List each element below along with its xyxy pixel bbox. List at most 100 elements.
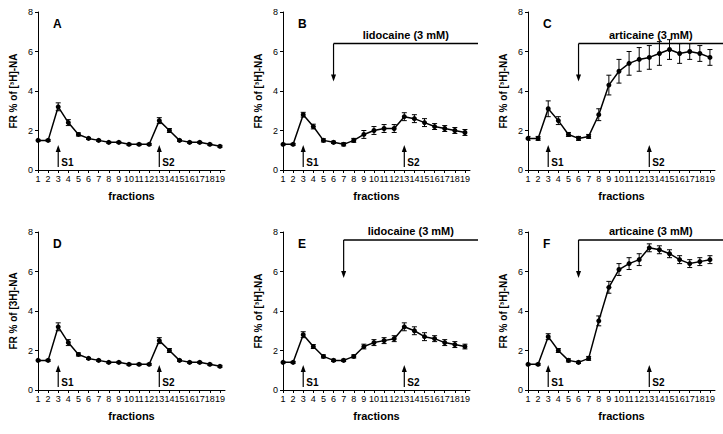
svg-text:0: 0: [518, 165, 523, 175]
svg-text:4: 4: [66, 394, 71, 404]
svg-text:10: 10: [614, 394, 624, 404]
svg-text:FR % of [³H]-NA: FR % of [³H]-NA: [253, 54, 264, 129]
svg-text:8: 8: [106, 174, 111, 184]
svg-text:7: 7: [96, 174, 101, 184]
svg-text:1: 1: [35, 394, 40, 404]
svg-text:15: 15: [420, 394, 430, 404]
svg-text:7: 7: [586, 394, 591, 404]
svg-text:2: 2: [536, 174, 541, 184]
svg-text:15: 15: [175, 174, 185, 184]
svg-text:5: 5: [321, 394, 326, 404]
svg-text:3: 3: [56, 174, 61, 184]
svg-text:19: 19: [460, 394, 470, 404]
svg-text:S2: S2: [162, 157, 175, 168]
svg-text:15: 15: [665, 394, 675, 404]
svg-text:FR % of [³H]-NA: FR % of [³H]-NA: [8, 54, 19, 129]
svg-text:8: 8: [518, 7, 523, 17]
svg-text:10: 10: [614, 174, 624, 184]
svg-text:fractions: fractions: [598, 410, 644, 422]
svg-text:4: 4: [518, 306, 523, 316]
svg-text:17: 17: [440, 394, 450, 404]
svg-text:12: 12: [389, 174, 399, 184]
svg-text:9: 9: [116, 174, 121, 184]
svg-text:16: 16: [430, 174, 440, 184]
svg-text:6: 6: [28, 267, 33, 277]
svg-text:1: 1: [525, 174, 530, 184]
svg-text:18: 18: [695, 174, 705, 184]
svg-text:A: A: [53, 17, 62, 31]
svg-text:14: 14: [409, 394, 419, 404]
svg-text:8: 8: [273, 7, 278, 17]
svg-text:S2: S2: [162, 377, 175, 388]
svg-text:0: 0: [28, 385, 33, 395]
svg-text:15: 15: [175, 394, 185, 404]
svg-text:8: 8: [28, 7, 33, 17]
svg-text:2: 2: [518, 346, 523, 356]
svg-text:1: 1: [35, 174, 40, 184]
svg-text:lidocaine (3 mM): lidocaine (3 mM): [368, 225, 455, 237]
svg-text:6: 6: [576, 394, 581, 404]
svg-text:14: 14: [654, 174, 664, 184]
svg-text:17: 17: [195, 394, 205, 404]
svg-text:8: 8: [518, 227, 523, 237]
svg-text:12: 12: [144, 174, 154, 184]
svg-text:FR % of [3H]-NA: FR % of [3H]-NA: [8, 272, 19, 349]
svg-text:14: 14: [409, 174, 419, 184]
svg-text:S1: S1: [306, 377, 319, 388]
svg-text:19: 19: [705, 174, 715, 184]
svg-text:11: 11: [379, 174, 388, 184]
svg-text:4: 4: [273, 86, 278, 96]
svg-text:7: 7: [96, 394, 101, 404]
svg-text:17: 17: [440, 174, 450, 184]
svg-text:10: 10: [124, 174, 134, 184]
svg-text:13: 13: [154, 394, 164, 404]
svg-text:6: 6: [273, 47, 278, 57]
svg-text:11: 11: [379, 394, 388, 404]
svg-text:8: 8: [596, 394, 601, 404]
svg-text:8: 8: [596, 174, 601, 184]
svg-text:5: 5: [566, 174, 571, 184]
svg-text:articaine (3 mM): articaine (3 mM): [609, 29, 693, 41]
svg-text:fractions: fractions: [353, 190, 399, 202]
svg-text:12: 12: [634, 394, 644, 404]
svg-text:1: 1: [280, 394, 285, 404]
svg-text:6: 6: [331, 394, 336, 404]
svg-text:0: 0: [518, 385, 523, 395]
svg-text:13: 13: [644, 174, 654, 184]
svg-text:2: 2: [291, 174, 296, 184]
svg-text:5: 5: [76, 394, 81, 404]
svg-text:5: 5: [566, 394, 571, 404]
svg-text:3: 3: [301, 174, 306, 184]
svg-text:S1: S1: [551, 377, 564, 388]
svg-text:16: 16: [675, 174, 685, 184]
svg-text:2: 2: [518, 126, 523, 136]
svg-text:18: 18: [450, 394, 460, 404]
svg-text:11: 11: [624, 394, 633, 404]
svg-text:7: 7: [341, 174, 346, 184]
svg-text:4: 4: [28, 306, 33, 316]
svg-text:2: 2: [28, 126, 33, 136]
svg-text:12: 12: [144, 394, 154, 404]
svg-text:0: 0: [28, 165, 33, 175]
svg-text:12: 12: [634, 174, 644, 184]
svg-text:3: 3: [56, 394, 61, 404]
svg-text:9: 9: [116, 394, 121, 404]
svg-text:17: 17: [685, 394, 695, 404]
svg-text:13: 13: [399, 174, 409, 184]
svg-text:6: 6: [86, 394, 91, 404]
svg-text:19: 19: [215, 394, 225, 404]
svg-text:1: 1: [525, 394, 530, 404]
svg-text:3: 3: [546, 174, 551, 184]
svg-text:2: 2: [273, 346, 278, 356]
svg-text:13: 13: [644, 394, 654, 404]
svg-text:4: 4: [28, 86, 33, 96]
svg-text:fractions: fractions: [108, 190, 154, 202]
svg-text:13: 13: [399, 394, 409, 404]
svg-text:8: 8: [351, 394, 356, 404]
svg-text:16: 16: [675, 394, 685, 404]
svg-text:14: 14: [654, 394, 664, 404]
svg-text:16: 16: [185, 394, 195, 404]
svg-text:9: 9: [361, 174, 366, 184]
svg-text:6: 6: [518, 267, 523, 277]
svg-text:19: 19: [215, 174, 225, 184]
